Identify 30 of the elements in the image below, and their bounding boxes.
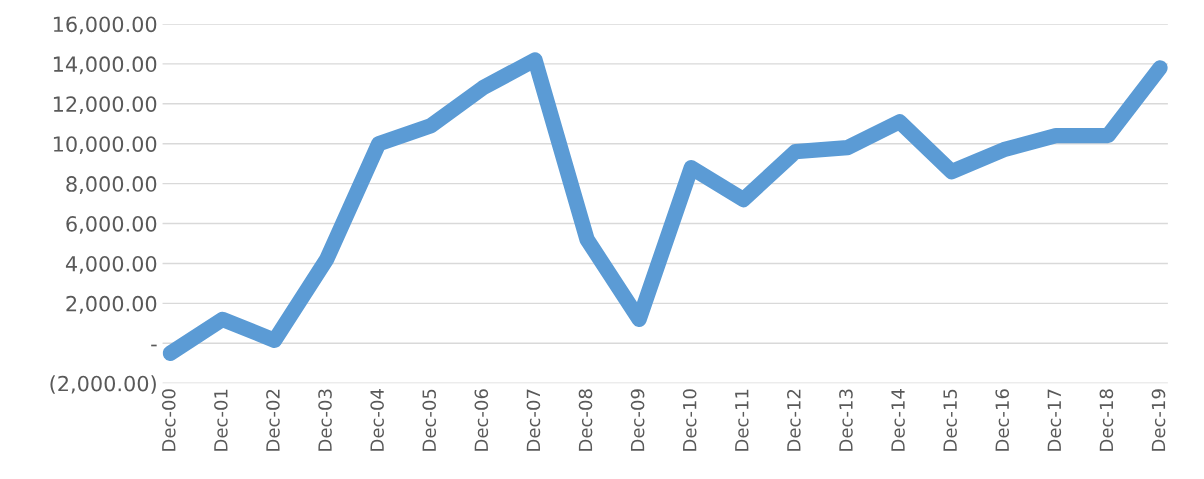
- x-tick-label: Dec-08: [578, 389, 593, 451]
- y-tick-label: 12,000.00: [53, 96, 157, 115]
- x-tick-label: Dec-07: [526, 389, 541, 451]
- x-tick-label: Dec-13: [839, 389, 853, 451]
- x-tick-label: Dec-17: [1047, 389, 1062, 451]
- y-tick-label: 6,000.00: [66, 215, 157, 234]
- x-tick-label: Dec-10: [682, 389, 697, 451]
- x-tick-label: Dec-11: [735, 389, 749, 451]
- x-tick-label: Dec-01: [214, 389, 228, 451]
- y-tick-label: 16,000.00: [53, 16, 157, 35]
- x-tick-label: Dec-16: [995, 389, 1010, 451]
- y-tick-label: 8,000.00: [66, 176, 157, 194]
- x-tick-label: Dec-15: [943, 389, 957, 451]
- y-tick-label: -: [151, 344, 157, 347]
- x-tick-label: Dec-18: [1099, 389, 1114, 451]
- x-tick-label: Dec-19: [1151, 389, 1166, 451]
- x-tick-label: Dec-14: [891, 389, 905, 451]
- y-tick-label: 4,000.00: [65, 255, 157, 274]
- x-tick-label: Dec-06: [474, 389, 489, 451]
- x-tick-label: Dec-00: [161, 389, 176, 451]
- y-tick-label: 10,000.00: [53, 136, 157, 155]
- y-tick-label: (2,000.00): [50, 375, 156, 394]
- x-tick-label: Dec-12: [787, 389, 801, 451]
- x-tick-label: Dec-02: [266, 389, 280, 451]
- x-tick-label: Dec-09: [630, 389, 645, 451]
- x-tick-label: Dec-04: [370, 389, 384, 451]
- y-tick-label: 14,000.00: [53, 56, 157, 75]
- y-tick-label: 2,000.00: [66, 295, 157, 314]
- x-tick-label: Dec-05: [422, 389, 437, 451]
- x-tick-label: Dec-03: [318, 389, 332, 451]
